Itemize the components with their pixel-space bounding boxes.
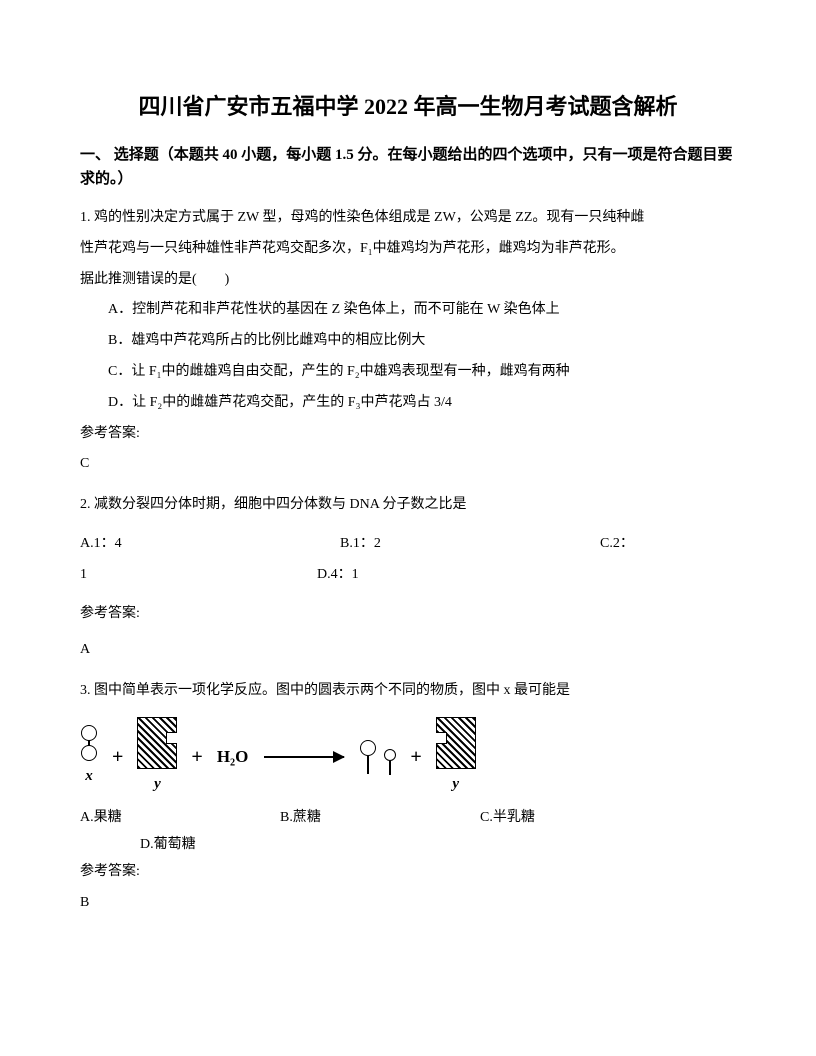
q2-answer: A — [80, 635, 736, 666]
h2o-label: H₂O — [217, 742, 249, 773]
label-x: x — [85, 763, 93, 790]
q2-option-c: C.2： — [600, 529, 736, 560]
question-2: 2. 减数分裂四分体时期，细胞中四分体数与 DNA 分子数之比是 A.1：4 B… — [80, 490, 736, 666]
q2-answer-label: 参考答案: — [80, 599, 736, 630]
product-1 — [360, 740, 374, 774]
q2-option-c-cont: 1 — [80, 560, 87, 591]
q2-text: 2. 减数分裂四分体时期，细胞中四分体数与 DNA 分子数之比是 — [80, 490, 736, 521]
reaction-diagram: x + y + H₂O + y — [80, 717, 736, 798]
plus-icon: + — [108, 739, 127, 775]
q1-line2: 性芦花鸡与一只纯种雄性非芦花鸡交配多次，F₁中雄鸡均为芦花形，雌鸡均为非芦花形。 — [80, 234, 736, 265]
question-3: 3. 图中简单表示一项化学反应。图中的圆表示两个不同的物质，图中 x 最可能是 … — [80, 676, 736, 919]
molecule-y-left: y — [137, 717, 177, 798]
label-y1: y — [154, 771, 161, 798]
molecule-x: x — [80, 725, 98, 790]
q1-answer: C — [80, 449, 736, 480]
lollipop-icon — [360, 740, 374, 774]
two-circles-icon — [80, 725, 98, 761]
plus-icon: + — [187, 739, 206, 775]
q3-option-a: A.果糖 — [80, 804, 280, 832]
q1-option-d: D．让 F₂中的雌雄芦花鸡交配，产生的 F₃中芦花鸡占 3/4 — [80, 388, 736, 419]
hatch-block-icon — [436, 717, 476, 769]
q3-text: 3. 图中简单表示一项化学反应。图中的圆表示两个不同的物质，图中 x 最可能是 — [80, 676, 736, 707]
label-y2: y — [452, 771, 459, 798]
q2-options-row1: A.1：4 B.1：2 C.2： — [80, 529, 736, 560]
q1-line3: 据此推测错误的是( ) — [80, 265, 736, 296]
q1-line1: 1. 鸡的性别决定方式属于 ZW 型，母鸡的性染色体组成是 ZW，公鸡是 ZZ。… — [80, 203, 736, 234]
q3-answer: B — [80, 888, 736, 919]
q2-option-b: B.1：2 — [340, 529, 600, 560]
arrow-icon — [264, 756, 344, 758]
q3-options-row1: A.果糖 B.蔗糖 C.半乳糖 — [80, 804, 736, 832]
question-1: 1. 鸡的性别决定方式属于 ZW 型，母鸡的性染色体组成是 ZW，公鸡是 ZZ。… — [80, 203, 736, 480]
q2-option-a: A.1：4 — [80, 529, 340, 560]
q1-answer-label: 参考答案: — [80, 419, 736, 450]
q1-option-b: B．雄鸡中芦花鸡所占的比例比雌鸡中的相应比例大 — [80, 326, 736, 357]
product-2 — [384, 739, 396, 775]
section-header: 一、 选择题（本题共 40 小题，每小题 1.5 分。在每小题给出的四个选项中，… — [80, 143, 736, 191]
q2-option-d: D.4：1 — [87, 560, 359, 591]
molecule-y-right: y — [436, 717, 476, 798]
q3-option-b: B.蔗糖 — [280, 804, 480, 832]
q3-option-c: C.半乳糖 — [480, 804, 736, 832]
lollipop-small-icon — [384, 749, 396, 775]
q3-answer-label: 参考答案: — [80, 857, 736, 888]
hatch-block-icon — [137, 717, 177, 769]
plus-icon: + — [406, 739, 425, 775]
q1-option-a: A．控制芦花和非芦花性状的基因在 Z 染色体上，而不可能在 W 染色体上 — [80, 295, 736, 326]
q1-option-c: C．让 F₁中的雌雄鸡自由交配，产生的 F₂中雄鸡表现型有一种，雌鸡有两种 — [80, 357, 736, 388]
page-title: 四川省广安市五福中学 2022 年高一生物月考试题含解析 — [80, 90, 736, 123]
q3-option-d: D.葡萄糖 — [80, 832, 736, 857]
q2-options-row2: 1 D.4：1 — [80, 560, 736, 591]
